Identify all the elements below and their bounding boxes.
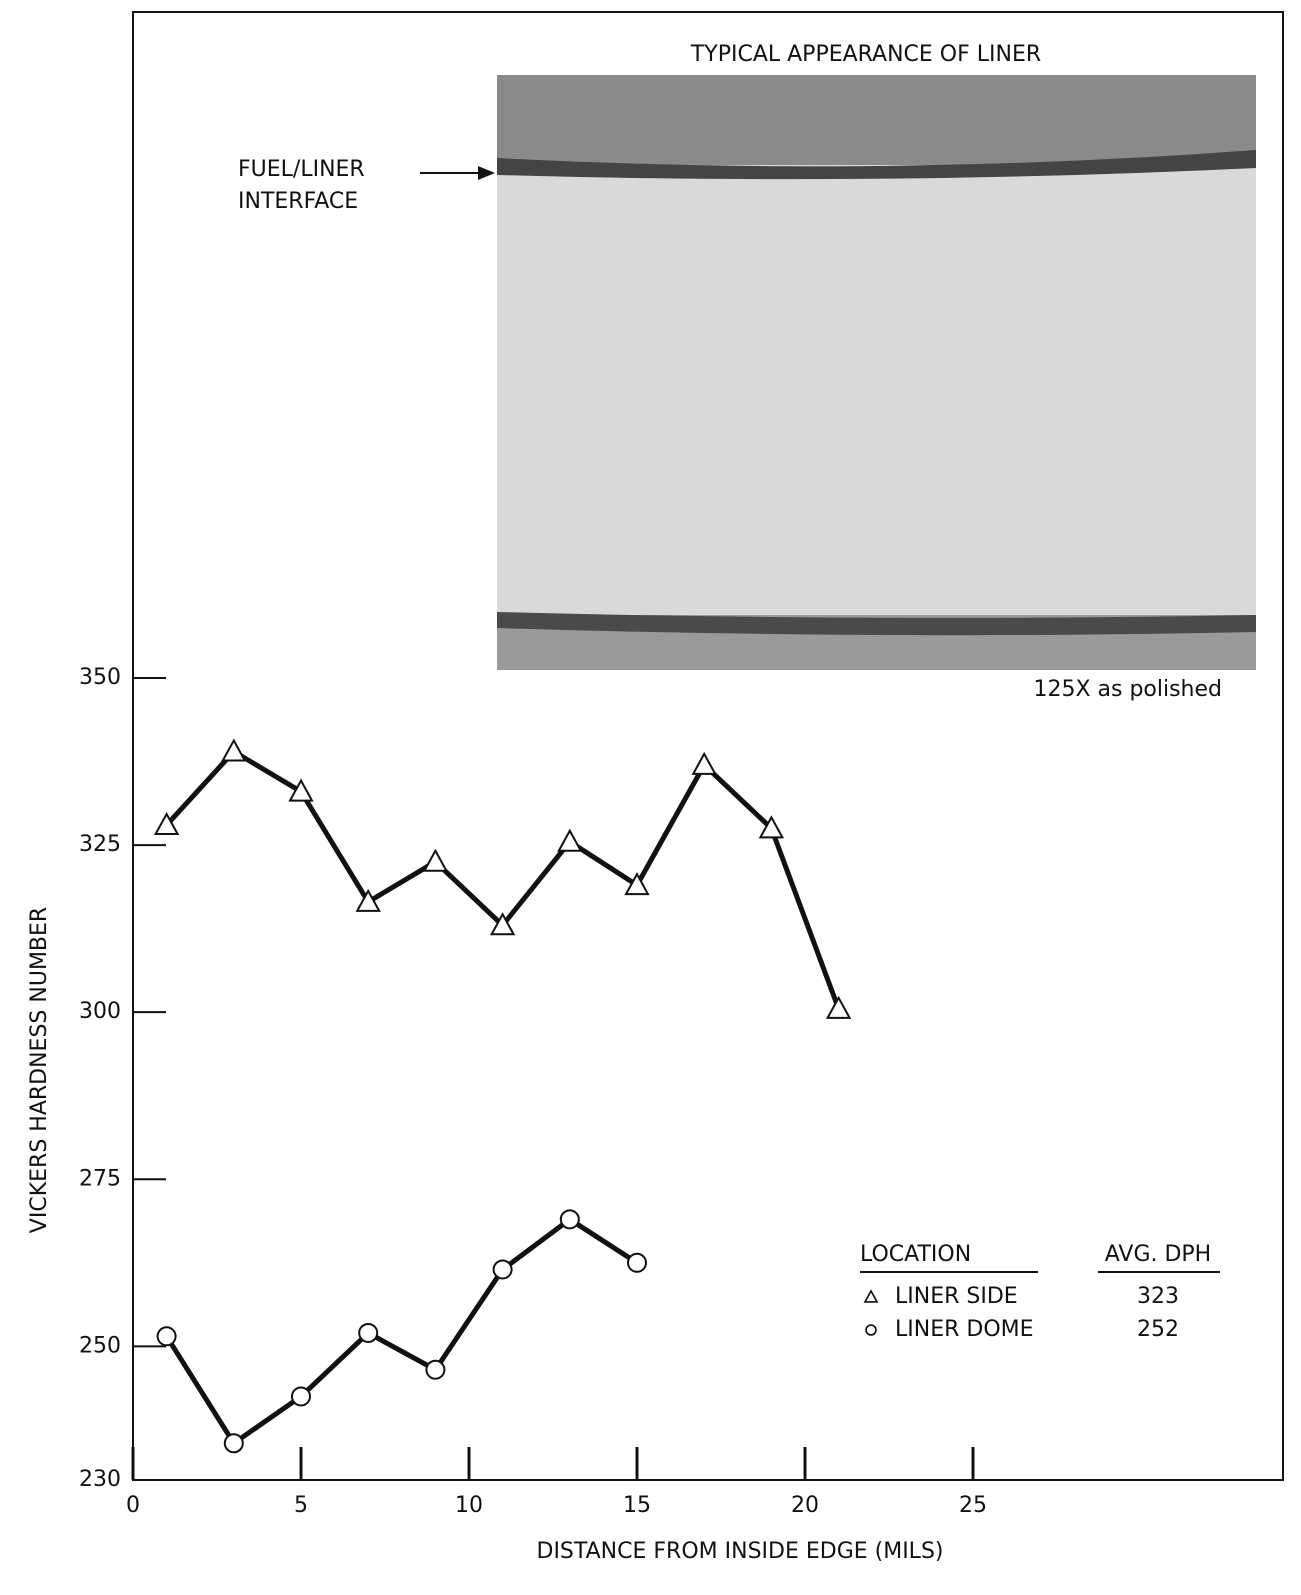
y-tick-label: 300	[79, 999, 121, 1024]
legend-value: 252	[1137, 1317, 1179, 1342]
y-tick-label: 350	[79, 665, 121, 690]
marker	[359, 1324, 377, 1342]
x-tick-label: 20	[791, 1493, 819, 1518]
y-tick-label: 275	[79, 1166, 121, 1191]
inset-label: INTERFACE	[238, 189, 358, 214]
marker	[628, 1254, 646, 1272]
marker	[494, 1260, 512, 1278]
chart: TYPICAL APPEARANCE OF LINER FUEL/LINER I…	[0, 0, 1301, 1591]
marker	[561, 1210, 579, 1228]
marker	[426, 1361, 444, 1379]
inset-caption: 125X as polished	[1033, 677, 1222, 702]
y-axis-label: VICKERS HARDNESS NUMBER	[27, 907, 52, 1233]
legend-value-title: AVG. DPH	[1105, 1242, 1211, 1267]
marker	[865, 1291, 877, 1302]
marker	[290, 781, 312, 801]
legend-value: 323	[1137, 1284, 1179, 1309]
inset-label: FUEL/LINER	[238, 157, 365, 182]
marker	[693, 754, 715, 774]
legend-title: LOCATION	[860, 1242, 971, 1267]
legend-label: LINER DOME	[895, 1317, 1034, 1342]
marker	[828, 998, 850, 1018]
marker	[559, 831, 581, 851]
x-tick-label: 0	[126, 1493, 140, 1518]
x-tick-label: 5	[294, 1493, 308, 1518]
marker	[225, 1434, 243, 1452]
x-axis-label: DISTANCE FROM INSIDE EDGE (MILS)	[537, 1539, 944, 1564]
series-line	[167, 752, 839, 1009]
series-line	[167, 1219, 637, 1443]
marker	[626, 874, 648, 894]
x-tick-label: 25	[959, 1493, 987, 1518]
y-tick-label: 230	[79, 1467, 121, 1492]
marker	[158, 1327, 176, 1345]
marker	[424, 851, 446, 871]
legend-label: LINER SIDE	[895, 1284, 1018, 1309]
marker	[223, 741, 245, 761]
marker	[866, 1325, 876, 1335]
x-tick-label: 15	[623, 1493, 651, 1518]
y-tick-label: 250	[79, 1333, 121, 1358]
x-tick-label: 10	[455, 1493, 483, 1518]
micrograph-fuel	[497, 75, 1256, 165]
inset-title: TYPICAL APPEARANCE OF LINER	[690, 42, 1041, 67]
arrow-head	[478, 166, 495, 180]
marker	[292, 1387, 310, 1405]
y-tick-label: 325	[79, 832, 121, 857]
